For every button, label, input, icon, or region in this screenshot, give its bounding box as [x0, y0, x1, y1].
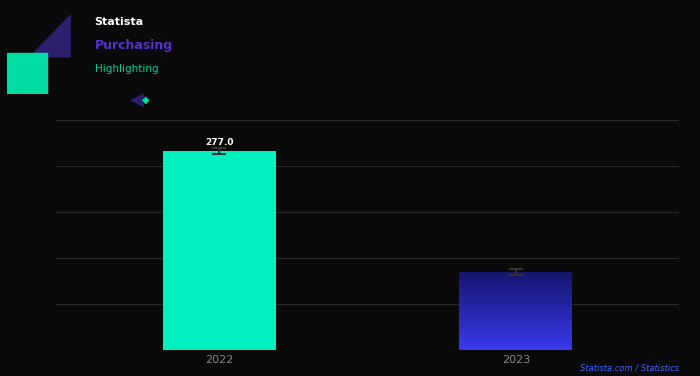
Polygon shape	[30, 15, 70, 57]
Text: Highlighting: Highlighting	[94, 64, 158, 74]
Bar	[163, 151, 276, 350]
Text: ◆: ◆	[142, 95, 149, 105]
Bar	[7, 53, 47, 94]
Text: Purchasing: Purchasing	[94, 39, 173, 53]
Text: Statista.com / Statistics: Statista.com / Statistics	[580, 363, 679, 372]
Text: Statista: Statista	[94, 17, 144, 27]
Text: 277.0: 277.0	[205, 138, 233, 147]
Text: ◀: ◀	[130, 91, 144, 109]
